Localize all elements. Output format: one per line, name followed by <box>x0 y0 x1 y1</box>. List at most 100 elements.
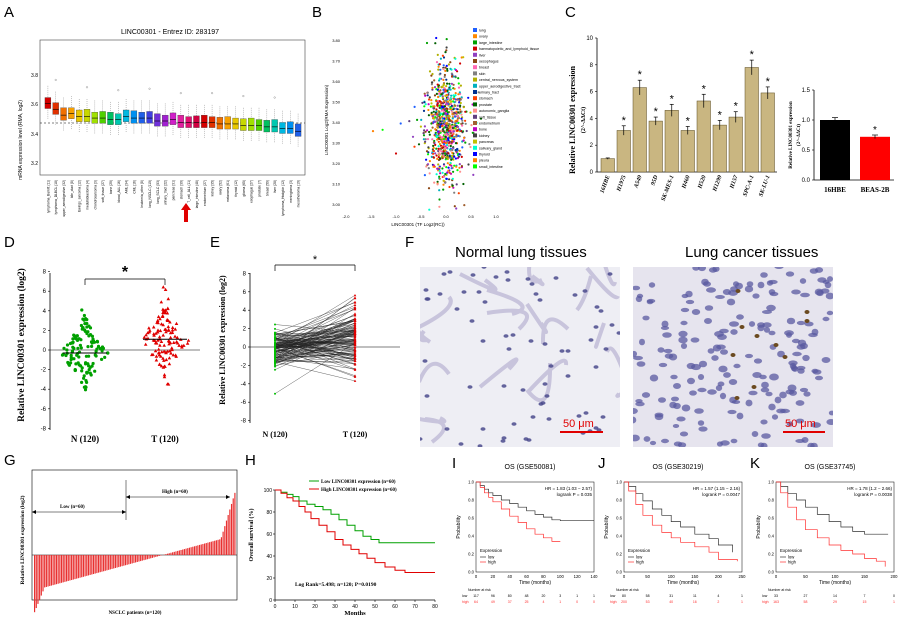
b-point <box>422 138 425 141</box>
e-star: * <box>313 254 318 266</box>
d-point-n <box>74 362 78 366</box>
panel-d-points: N (120) T (120) <box>60 285 191 444</box>
b-point <box>440 109 443 112</box>
b-point <box>452 108 455 111</box>
e-point-t <box>353 350 357 353</box>
b-point <box>458 166 461 169</box>
e-pair-line <box>274 318 356 353</box>
h-xtick: 20 <box>312 604 318 610</box>
b-point <box>454 149 457 152</box>
b-point <box>430 122 433 125</box>
b-point <box>451 148 454 152</box>
g-bar <box>170 552 172 555</box>
b-point <box>433 120 437 123</box>
g-bar <box>121 555 123 567</box>
f-nucleus <box>559 349 565 353</box>
b-point <box>440 112 443 115</box>
e-pair-line <box>274 338 356 358</box>
c-category: H520 <box>697 175 708 191</box>
e-pair-line <box>274 361 356 382</box>
b-point <box>452 170 455 173</box>
b-legend-label: pancreas <box>479 140 494 144</box>
panel-e-axes: 8 6 4 2 0 -2 -4 -6 -8 * <box>241 254 400 425</box>
d-point-n <box>62 346 66 350</box>
e-pair-line <box>274 323 356 341</box>
g-bar <box>126 555 128 565</box>
f-nucleus <box>447 270 453 274</box>
d-star: * <box>122 264 129 281</box>
f-nucleus <box>799 387 809 393</box>
b-point <box>425 150 429 153</box>
d-point-t <box>185 341 190 345</box>
panel-h-legend-low: Low LINC00301 expression (n=60) <box>321 480 396 485</box>
f-nucleus <box>593 325 599 329</box>
b-point <box>442 188 445 191</box>
g-bar <box>131 555 133 564</box>
b-point <box>457 82 460 85</box>
panel-label-c: C <box>565 4 576 21</box>
b-point <box>479 117 483 120</box>
f-nucleus <box>469 319 475 323</box>
f-nucleus <box>633 285 641 291</box>
f-septum <box>530 274 545 287</box>
panelJ-risk-high: 53 <box>646 600 650 604</box>
d-point-n <box>81 317 85 321</box>
g-bar <box>123 555 125 566</box>
h-curve-low <box>275 489 435 544</box>
h-ytick: 40 <box>266 554 272 560</box>
b-xtick: -1.0 <box>393 214 401 219</box>
b-point <box>464 110 467 113</box>
b-point <box>457 121 460 125</box>
e-pair-line <box>274 350 356 360</box>
b-point <box>444 112 447 115</box>
b-legend-label: endometrium <box>479 122 500 126</box>
b-point <box>433 79 436 82</box>
d-point-n <box>92 340 97 344</box>
g-bar <box>89 555 91 575</box>
f-nucleus <box>685 290 693 298</box>
panelI-ytick: 0.6 <box>468 516 474 521</box>
b-point <box>446 122 449 125</box>
f-nucleus <box>711 355 719 361</box>
b-point <box>454 75 457 78</box>
d-point-n <box>100 349 104 353</box>
b-xtick: 1.0 <box>493 214 499 219</box>
a-ytick-2: 3.4 <box>31 132 38 138</box>
panel-f-right-title: Lung cancer tissues <box>685 244 819 261</box>
b-point <box>436 102 439 105</box>
d-point-n <box>100 345 105 349</box>
g-bar <box>215 540 217 555</box>
panelJ-risk-low: 58 <box>646 594 650 598</box>
e-point-t <box>353 334 357 337</box>
a-outlier <box>211 92 214 95</box>
g-bar <box>108 555 110 570</box>
b-point <box>430 111 433 114</box>
f-nucleus <box>787 384 797 392</box>
panel-g-waterfall: Relative LINC00301 expression (log2) Low… <box>19 469 238 616</box>
b-point <box>461 131 464 134</box>
b-point <box>440 150 443 153</box>
b-point <box>435 100 438 103</box>
panelK-ytick: 0.8 <box>768 498 774 503</box>
panel-a-ylabel: mRNA expression level (RMA, log2) <box>18 100 24 180</box>
b-point <box>455 207 458 210</box>
g-bar <box>52 555 54 586</box>
f-nucleus <box>760 387 770 393</box>
d-point-t <box>182 343 186 347</box>
f-nucleus <box>726 298 736 306</box>
b-point <box>438 92 441 95</box>
b-point <box>452 112 455 115</box>
d-point-t <box>159 300 164 304</box>
e-point-t <box>353 323 357 327</box>
c-bar <box>680 130 695 173</box>
b-point <box>458 128 461 131</box>
b-point <box>425 41 429 45</box>
b-point <box>454 68 457 72</box>
f-nucleus <box>811 422 821 428</box>
b-point <box>457 77 460 80</box>
panelI-xtick: 120 <box>574 574 582 579</box>
b-point <box>464 119 467 122</box>
a-box <box>224 116 231 130</box>
e-point-t <box>353 319 357 322</box>
scale-bar-right: 50 μm <box>785 418 816 430</box>
